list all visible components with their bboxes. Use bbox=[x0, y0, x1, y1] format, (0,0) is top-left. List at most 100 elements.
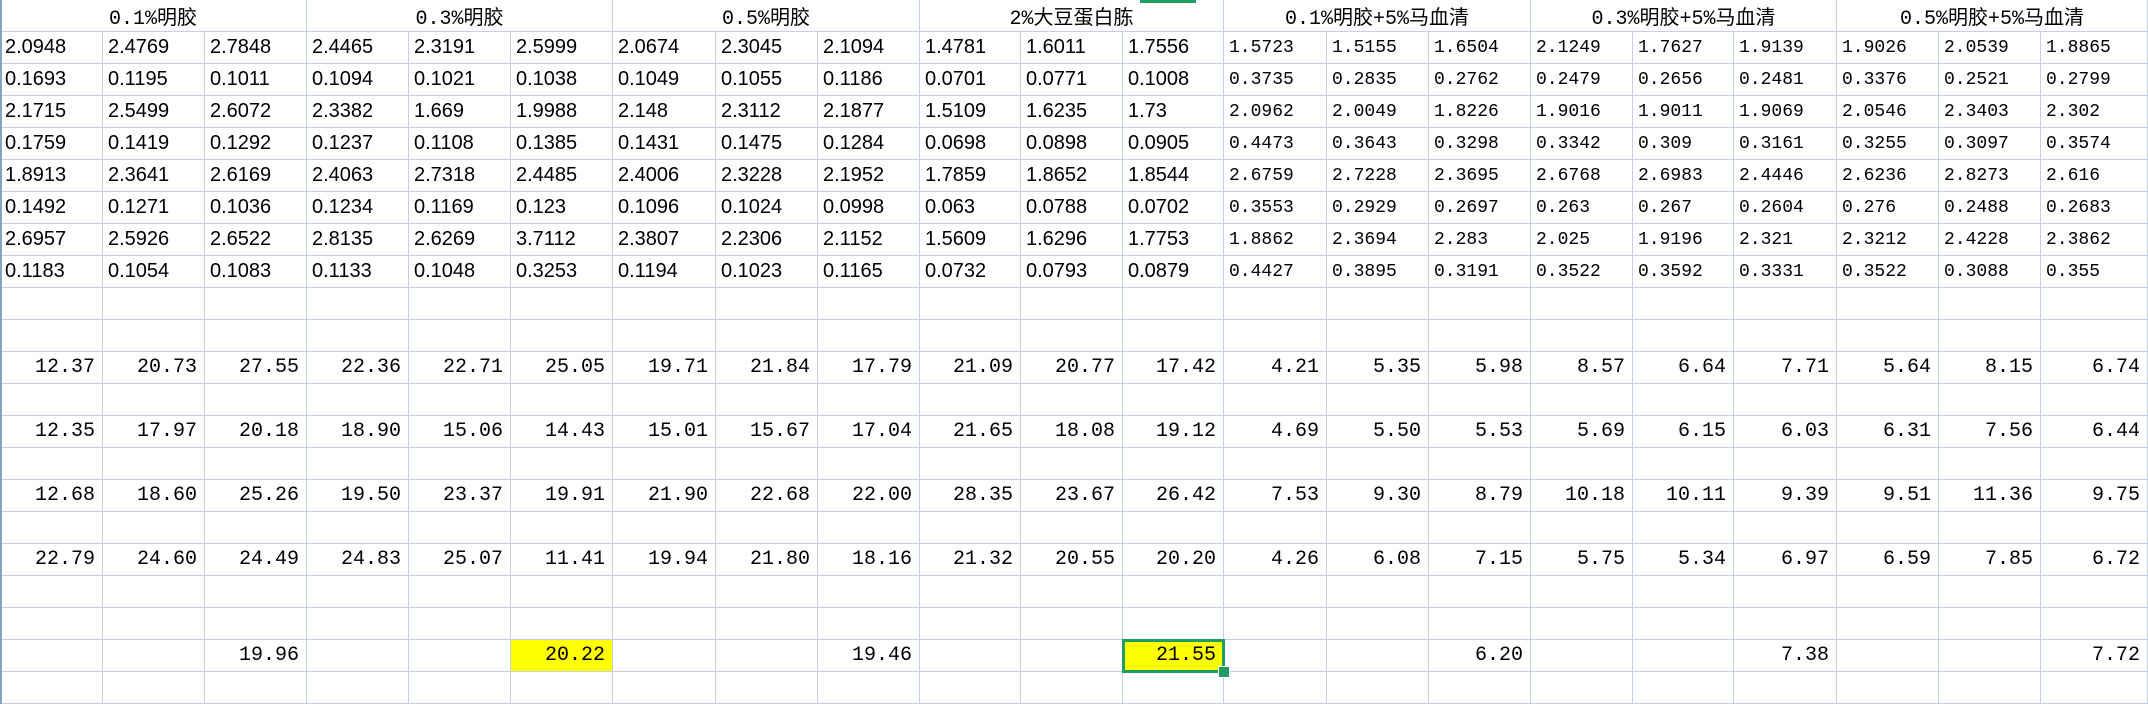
data-cell[interactable]: 0.1096 bbox=[613, 192, 716, 224]
empty-cell[interactable] bbox=[511, 384, 613, 416]
empty-cell[interactable] bbox=[1531, 448, 1633, 480]
empty-cell[interactable] bbox=[1531, 576, 1633, 608]
calc-cell[interactable]: 7.53 bbox=[1224, 480, 1327, 512]
calc-cell[interactable]: 25.07 bbox=[409, 544, 511, 576]
empty-cell[interactable] bbox=[205, 608, 307, 640]
empty-cell[interactable] bbox=[1531, 320, 1633, 352]
data-cell[interactable]: 0.3097 bbox=[1939, 128, 2041, 160]
empty-cell[interactable] bbox=[0, 608, 103, 640]
empty-cell[interactable] bbox=[0, 576, 103, 608]
calc-cell[interactable]: 12.35 bbox=[0, 416, 103, 448]
data-cell[interactable]: 0.1284 bbox=[818, 128, 920, 160]
data-cell[interactable]: 0.123 bbox=[511, 192, 613, 224]
data-cell[interactable]: 2.6072 bbox=[205, 96, 307, 128]
empty-cell[interactable] bbox=[1633, 672, 1734, 704]
data-cell[interactable]: 0.3342 bbox=[1531, 128, 1633, 160]
calc-cell[interactable]: 5.75 bbox=[1531, 544, 1633, 576]
data-cell[interactable]: 0.1169 bbox=[409, 192, 511, 224]
calc-cell[interactable]: 17.97 bbox=[103, 416, 205, 448]
data-cell[interactable]: 1.7556 bbox=[1123, 32, 1224, 64]
data-cell[interactable]: 0.309 bbox=[1633, 128, 1734, 160]
empty-cell[interactable] bbox=[818, 512, 920, 544]
data-cell[interactable]: 3.7112 bbox=[511, 224, 613, 256]
data-cell[interactable]: 0.3522 bbox=[1837, 256, 1939, 288]
empty-cell[interactable] bbox=[1123, 608, 1224, 640]
empty-cell[interactable] bbox=[1429, 448, 1531, 480]
empty-cell[interactable] bbox=[1327, 576, 1429, 608]
data-cell[interactable]: 0.1008 bbox=[1123, 64, 1224, 96]
data-cell[interactable]: 0.0732 bbox=[920, 256, 1021, 288]
calc-cell[interactable]: 22.68 bbox=[716, 480, 818, 512]
data-cell[interactable]: 2.1249 bbox=[1531, 32, 1633, 64]
data-cell[interactable]: 0.0793 bbox=[1021, 256, 1123, 288]
data-cell[interactable]: 0.1165 bbox=[818, 256, 920, 288]
empty-cell[interactable] bbox=[1327, 320, 1429, 352]
data-cell[interactable]: 0.1234 bbox=[307, 192, 409, 224]
data-cell[interactable]: 0.3895 bbox=[1327, 256, 1429, 288]
data-cell[interactable]: 2.3641 bbox=[103, 160, 205, 192]
calc-cell[interactable]: 12.37 bbox=[0, 352, 103, 384]
data-cell[interactable]: 0.1475 bbox=[716, 128, 818, 160]
data-cell[interactable]: 0.355 bbox=[2041, 256, 2148, 288]
calc-cell[interactable]: 21.09 bbox=[920, 352, 1021, 384]
empty-cell[interactable] bbox=[613, 640, 716, 672]
empty-cell[interactable] bbox=[103, 384, 205, 416]
empty-cell[interactable] bbox=[1939, 640, 2041, 672]
calc-cell[interactable]: 20.77 bbox=[1021, 352, 1123, 384]
data-cell[interactable]: 1.8226 bbox=[1429, 96, 1531, 128]
data-cell[interactable]: 0.267 bbox=[1633, 192, 1734, 224]
data-cell[interactable]: 1.8652 bbox=[1021, 160, 1123, 192]
empty-cell[interactable] bbox=[1633, 320, 1734, 352]
data-cell[interactable]: 2.616 bbox=[2041, 160, 2148, 192]
data-cell[interactable]: 0.1195 bbox=[103, 64, 205, 96]
calc-cell[interactable]: 19.94 bbox=[613, 544, 716, 576]
empty-cell[interactable] bbox=[818, 288, 920, 320]
empty-cell[interactable] bbox=[1633, 640, 1734, 672]
average-cell[interactable]: 19.46 bbox=[818, 640, 920, 672]
empty-cell[interactable] bbox=[1837, 576, 1939, 608]
group-header-cell[interactable]: 0.1%明胶+5%马血清 bbox=[1224, 0, 1531, 32]
empty-cell[interactable] bbox=[1837, 288, 1939, 320]
empty-cell[interactable] bbox=[613, 288, 716, 320]
data-cell[interactable]: 2.025 bbox=[1531, 224, 1633, 256]
data-cell[interactable]: 0.1186 bbox=[818, 64, 920, 96]
empty-cell[interactable] bbox=[409, 640, 511, 672]
data-cell[interactable]: 2.1715 bbox=[0, 96, 103, 128]
empty-cell[interactable] bbox=[1837, 320, 1939, 352]
data-cell[interactable]: 0.0701 bbox=[920, 64, 1021, 96]
data-cell[interactable]: 0.263 bbox=[1531, 192, 1633, 224]
calc-cell[interactable]: 18.60 bbox=[103, 480, 205, 512]
calc-cell[interactable]: 6.72 bbox=[2041, 544, 2148, 576]
empty-cell[interactable] bbox=[920, 640, 1021, 672]
empty-cell[interactable] bbox=[103, 672, 205, 704]
calc-cell[interactable]: 5.69 bbox=[1531, 416, 1633, 448]
empty-cell[interactable] bbox=[1429, 576, 1531, 608]
data-cell[interactable]: 2.5926 bbox=[103, 224, 205, 256]
data-cell[interactable]: 2.4485 bbox=[511, 160, 613, 192]
empty-cell[interactable] bbox=[920, 512, 1021, 544]
empty-cell[interactable] bbox=[1021, 288, 1123, 320]
data-cell[interactable]: 0.1083 bbox=[205, 256, 307, 288]
data-cell[interactable]: 0.3592 bbox=[1633, 256, 1734, 288]
data-cell[interactable]: 2.6768 bbox=[1531, 160, 1633, 192]
data-cell[interactable]: 2.3694 bbox=[1327, 224, 1429, 256]
empty-cell[interactable] bbox=[1939, 608, 2041, 640]
data-cell[interactable]: 2.7228 bbox=[1327, 160, 1429, 192]
data-cell[interactable]: 0.3522 bbox=[1531, 256, 1633, 288]
empty-cell[interactable] bbox=[613, 384, 716, 416]
empty-cell[interactable] bbox=[2041, 384, 2148, 416]
data-cell[interactable]: 1.9988 bbox=[511, 96, 613, 128]
empty-cell[interactable] bbox=[818, 672, 920, 704]
empty-cell[interactable] bbox=[103, 576, 205, 608]
data-cell[interactable]: 2.6957 bbox=[0, 224, 103, 256]
empty-cell[interactable] bbox=[205, 384, 307, 416]
empty-cell[interactable] bbox=[920, 320, 1021, 352]
empty-cell[interactable] bbox=[409, 576, 511, 608]
empty-cell[interactable] bbox=[0, 320, 103, 352]
calc-cell[interactable]: 22.79 bbox=[0, 544, 103, 576]
empty-cell[interactable] bbox=[103, 512, 205, 544]
calc-cell[interactable]: 9.30 bbox=[1327, 480, 1429, 512]
data-cell[interactable]: 0.0702 bbox=[1123, 192, 1224, 224]
calc-cell[interactable]: 21.90 bbox=[613, 480, 716, 512]
empty-cell[interactable] bbox=[1224, 576, 1327, 608]
